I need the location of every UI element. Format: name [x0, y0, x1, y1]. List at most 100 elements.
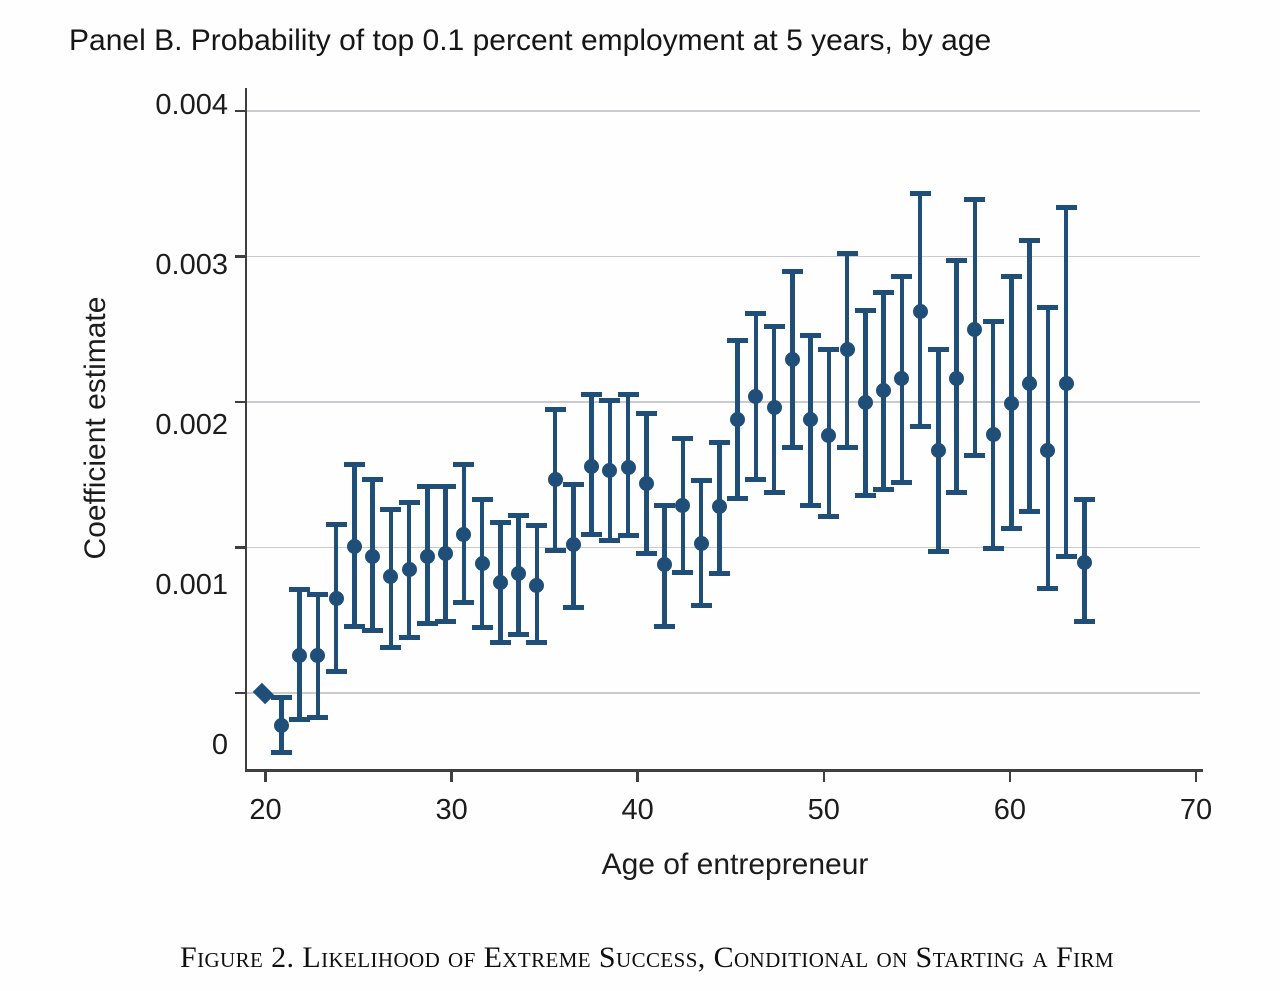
ci-cap-bottom	[416, 620, 438, 626]
ci-cap-bottom	[398, 635, 420, 641]
ci-cap-top	[946, 258, 967, 264]
coef-point	[310, 647, 326, 663]
ci-cap-bottom	[581, 531, 602, 537]
x-tick-mark	[264, 771, 267, 782]
ci-cap-bottom	[307, 715, 329, 721]
ci-cap-top	[964, 197, 986, 203]
ci-cap-bottom	[435, 619, 456, 625]
coef-point	[1076, 554, 1092, 570]
coef-point	[438, 545, 453, 561]
ci-cap-bottom	[508, 632, 529, 638]
ci-cap-top	[380, 507, 402, 513]
ci-cap-bottom	[654, 623, 675, 629]
ci-cap-top	[745, 310, 767, 316]
ci-cap-bottom	[836, 444, 858, 450]
ci-cap-bottom	[526, 639, 548, 645]
ci-cap-bottom	[617, 533, 639, 539]
coef-point	[401, 561, 417, 577]
ci-cap-top	[781, 268, 803, 274]
coef-point	[273, 717, 289, 733]
coef-point	[456, 526, 472, 542]
ci-cap-bottom	[873, 486, 894, 492]
ci-cap-top	[435, 483, 456, 489]
ci-cap-bottom	[343, 623, 365, 629]
coef-point	[821, 427, 837, 443]
x-tick-mark	[1008, 771, 1012, 782]
coef-point	[511, 566, 526, 582]
ci-cap-top	[544, 406, 566, 412]
ci-cap-top	[800, 332, 821, 338]
ci-cap-bottom	[964, 453, 986, 459]
y-tick-mark	[235, 255, 245, 258]
ci-cap-bottom	[562, 604, 584, 610]
coef-point	[419, 548, 435, 564]
y-gridline	[247, 110, 1200, 112]
ci-cap-top	[1019, 237, 1040, 243]
coef-point	[730, 411, 745, 427]
ci-cap-bottom	[946, 489, 967, 495]
ci-cap-bottom	[1037, 585, 1059, 591]
ci-cap-top	[1055, 204, 1077, 210]
y-tick-label: 0	[211, 729, 228, 761]
x-tick-label: 70	[1179, 794, 1213, 826]
coef-point	[1003, 395, 1019, 411]
ci-cap-top	[727, 338, 748, 344]
x-tick-label: 50	[807, 794, 840, 826]
coef-point	[584, 458, 599, 474]
ci-cap-top	[672, 435, 694, 441]
coef-point	[638, 475, 654, 491]
ci-cap-top	[362, 476, 383, 482]
y-tick-label: 0.001	[155, 569, 228, 601]
coef-point	[784, 352, 800, 368]
ci-cap-bottom	[927, 549, 949, 555]
coef-point	[1040, 442, 1056, 458]
coef-point	[803, 411, 818, 427]
x-tick-mark	[1194, 771, 1198, 782]
ci-cap-top	[562, 482, 584, 488]
ci-cap-bottom	[1000, 526, 1022, 532]
coef-point-diamond	[252, 682, 274, 704]
ci-cap-top	[325, 521, 347, 527]
ci-cap-top	[270, 694, 292, 700]
coef-point	[675, 497, 691, 513]
ci-cap-bottom	[891, 479, 913, 485]
x-tick-mark	[450, 771, 453, 782]
coef-point	[693, 535, 709, 551]
coef-point	[1022, 375, 1037, 391]
ci-cap-bottom	[362, 627, 383, 633]
coef-point	[711, 499, 727, 515]
ci-cap-bottom	[982, 546, 1004, 552]
coef-point	[474, 556, 490, 571]
y-tick-label: 0.003	[155, 249, 228, 281]
coef-point	[602, 462, 618, 478]
ci-cap-bottom	[672, 569, 694, 575]
ci-cap-bottom	[800, 502, 821, 508]
coef-point	[967, 321, 983, 337]
ci-cap-top	[854, 307, 876, 313]
ci-cap-top	[453, 462, 475, 468]
y-gridline	[247, 401, 1200, 403]
ci-cap-bottom	[781, 444, 803, 450]
ci-cap-top	[708, 440, 730, 446]
ci-cap-bottom	[270, 750, 292, 756]
ci-cap-top	[654, 502, 675, 508]
ci-cap-top	[818, 347, 840, 353]
coef-point	[492, 574, 508, 590]
coef-point	[985, 426, 1001, 442]
ci-cap-bottom	[1055, 553, 1077, 559]
coef-point	[547, 471, 563, 487]
coef-point	[857, 394, 873, 410]
ci-cap-bottom	[818, 514, 840, 520]
coef-point	[620, 459, 636, 475]
ci-cap-top	[343, 462, 365, 468]
ci-cap-bottom	[708, 571, 730, 577]
ci-cap-top	[1073, 496, 1095, 502]
coef-point	[748, 388, 764, 404]
ci-cap-top	[927, 347, 949, 353]
ci-cap-top	[891, 274, 913, 280]
coef-point	[894, 371, 910, 387]
ci-cap-top	[836, 251, 858, 257]
ci-cap-bottom	[1019, 508, 1040, 514]
ci-cap-top	[526, 523, 548, 529]
